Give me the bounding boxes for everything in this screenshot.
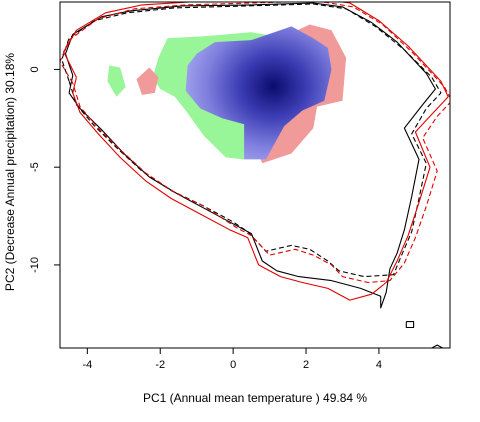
y-tick-label: -10	[29, 257, 41, 273]
y-tick-label: 0	[29, 66, 41, 72]
x-tick-label: 0	[230, 359, 236, 371]
black-solid-contour-4	[405, 321, 415, 329]
red-density-region-1	[136, 67, 159, 95]
x-axis-title: PC1 (Annual mean temperature ) 49.84 %	[143, 391, 367, 405]
black-solid-contour-5	[431, 344, 443, 348]
contour-lines	[60, 2, 450, 348]
red-dashed-contour-3	[60, 2, 450, 284]
black-dashed-contour-1	[61, 3, 442, 278]
green-density-region-1	[107, 65, 126, 97]
y-axis: 0 -5 -10	[29, 66, 60, 273]
x-tick-label: 2	[303, 359, 309, 371]
x-tick-label: 4	[376, 359, 382, 371]
red-solid-contour-2	[63, 2, 449, 301]
plot-frame	[59, 1, 451, 349]
x-axis: -4 -2 0 2 4	[82, 348, 382, 371]
blue-density-region-0	[185, 26, 332, 160]
density-regions	[107, 24, 347, 164]
black-solid-contour-0	[64, 2, 436, 309]
x-tick-label: -2	[155, 359, 165, 371]
x-tick-label: -4	[82, 359, 92, 371]
y-tick-label: -5	[29, 162, 41, 172]
y-axis-title: PC2 (Decrease Annual precipitation) 30.1…	[3, 53, 17, 291]
